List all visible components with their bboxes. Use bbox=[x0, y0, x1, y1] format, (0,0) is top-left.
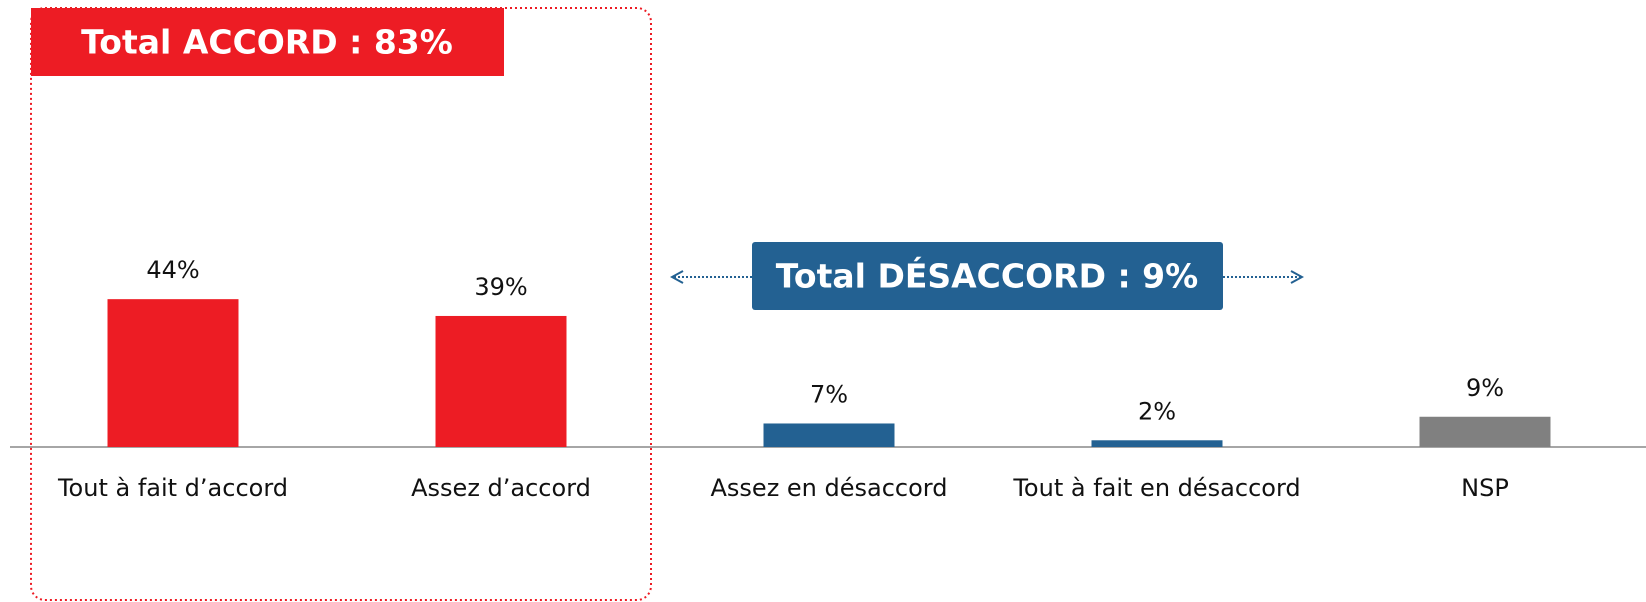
value-label: 44% bbox=[146, 256, 199, 284]
bar bbox=[763, 423, 895, 447]
bar bbox=[107, 299, 239, 447]
x-tick-label: Tout à fait d’accord bbox=[57, 474, 288, 502]
bar bbox=[435, 315, 567, 447]
value-label: 9% bbox=[1466, 374, 1504, 402]
annotation: Total ACCORD : 83% bbox=[81, 23, 453, 62]
bar bbox=[1091, 440, 1223, 447]
x-tick-label: Assez en désaccord bbox=[711, 474, 948, 502]
annotation: Total DÉSACCORD : 9% bbox=[776, 256, 1198, 296]
x-tick-label: Tout à fait en désaccord bbox=[1012, 474, 1300, 502]
value-label: 39% bbox=[474, 273, 527, 301]
annotation-box bbox=[31, 8, 504, 76]
value-label: 2% bbox=[1138, 397, 1176, 425]
bar bbox=[1419, 416, 1551, 447]
annotation-box bbox=[752, 242, 1223, 310]
x-tick-label: NSP bbox=[1461, 474, 1509, 502]
x-tick-label: Assez d’accord bbox=[411, 474, 591, 502]
value-label: 7% bbox=[810, 380, 848, 408]
